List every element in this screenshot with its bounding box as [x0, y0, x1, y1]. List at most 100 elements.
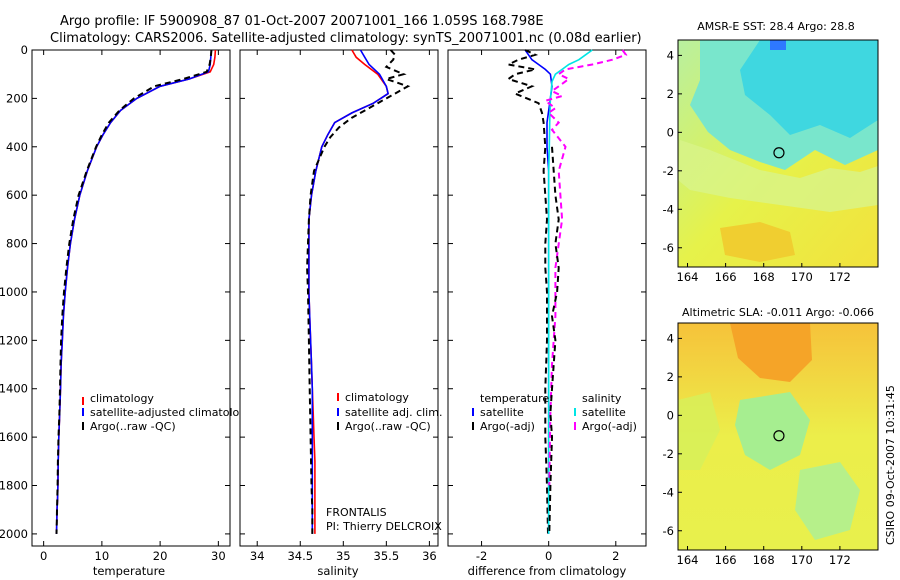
- timestamp-stamp: CSIRO 09-Oct-2007 10:31:45: [884, 385, 897, 545]
- temperature-xlabel: temperature: [93, 564, 165, 578]
- map-y-tick-label: 0: [667, 125, 674, 139]
- depth-axis: 0 200 400 600 800 1000 1200 1400 1600 1800 2000: [0, 43, 230, 541]
- sst-land-block: [770, 40, 786, 50]
- x-tick-label: -2: [476, 549, 487, 563]
- x-tick-label: 10: [95, 549, 110, 563]
- legend-argo-label: Argo(..raw -QC): [90, 420, 176, 433]
- y-tick-label: 800: [6, 237, 28, 251]
- map-y-tick-label: 2: [667, 370, 674, 384]
- salinity-axes-frame: [239, 49, 439, 547]
- difference-legend: temperature satellite Argo(-adj) salinit…: [472, 392, 637, 433]
- map-y-tick-label: -2: [663, 164, 674, 178]
- difference-panel: -2 0 2 difference from climatology tempera…: [447, 49, 647, 578]
- sst-cold-core: [740, 40, 878, 138]
- legend-sal-satellite-label: satellite: [582, 406, 626, 419]
- map-x-tick-label: 168: [753, 553, 775, 567]
- y-tick-label: 1800: [0, 479, 28, 493]
- series-line-salinity-argo-adj-deep: [548, 146, 560, 534]
- map-y-tick-label: -4: [663, 485, 674, 499]
- y-tick-label: 1000: [0, 285, 28, 299]
- legend-temp-argo-label: Argo(-adj): [480, 420, 535, 433]
- pi-label: PI: Thierry DELCROIX: [326, 520, 442, 533]
- sla-map-panel: Altimetric SLA: -0.011 Argo: -0.066 164 1…: [663, 306, 879, 567]
- y-tick-label: 2000: [0, 527, 28, 541]
- legend-temp-satellite-label: satellite: [480, 406, 524, 419]
- map-x-tick-label: 168: [753, 270, 775, 284]
- sla-map-title: Altimetric SLA: -0.011 Argo: -0.066: [682, 306, 874, 319]
- sla-low-south: [795, 462, 860, 540]
- salinity-legend: climatology satellite adj. clim. Argo(..…: [337, 391, 442, 433]
- series-line-salinity-satellite: [547, 49, 593, 534]
- map-y-tick-label: 4: [667, 48, 674, 62]
- salinity-x-axis: 34 34.5 35 35.5 36: [250, 50, 437, 563]
- sla-high-patch: [730, 323, 812, 382]
- temperature-legend: climatology satellite-adjusted climatolo…: [82, 392, 253, 433]
- difference-xlabel: difference from climatology: [468, 564, 627, 578]
- difference-lines: [505, 49, 628, 534]
- map-x-tick-label: 164: [677, 270, 699, 284]
- map-y-tick-label: 4: [667, 331, 674, 345]
- y-tick-label: 0: [21, 43, 28, 57]
- map-x-tick-label: 172: [829, 553, 851, 567]
- y-tick-label: 400: [6, 140, 28, 154]
- legend-climatology-label: climatology: [90, 392, 154, 405]
- y-tick-label: 1200: [0, 333, 28, 347]
- x-tick-label: 35.5: [374, 549, 400, 563]
- x-tick-label: 0: [40, 549, 47, 563]
- y-tick-label: 1400: [0, 382, 28, 396]
- x-tick-label: 0: [545, 549, 552, 563]
- legend-sal-argo-label: Argo(-adj): [582, 420, 637, 433]
- x-tick-label: 34: [250, 549, 265, 563]
- sst-heatmap: [678, 40, 878, 267]
- sla-heatmap: [678, 323, 878, 550]
- series-line-satellite-adjusted-climatology: [55, 49, 213, 534]
- x-tick-label: 30: [211, 549, 226, 563]
- sst-map-frame: [677, 39, 879, 268]
- header-line2: Climatology: CARS2006. Satellite-adjuste…: [50, 31, 642, 46]
- legend-salinity-heading: salinity: [582, 392, 622, 405]
- map-x-tick-label: 166: [715, 553, 737, 567]
- map-x-tick-label: 172: [829, 270, 851, 284]
- map-y-tick-label: -6: [663, 524, 674, 538]
- map-y-tick-label: -6: [663, 241, 674, 255]
- sst-mid-band: [678, 140, 878, 212]
- sla-mid-west: [678, 392, 720, 470]
- legend-argo-label: Argo(..raw -QC): [345, 420, 431, 433]
- legend-temperature-heading: temperature: [480, 392, 549, 405]
- series-line-argo-raw-qc: [55, 49, 213, 534]
- map-y-tick-label: 0: [667, 408, 674, 422]
- map-y-tick-label: 2: [667, 87, 674, 101]
- map-x-tick-label: 170: [791, 270, 813, 284]
- map-x-tick-label: 166: [715, 270, 737, 284]
- series-line-argo-raw-qc: [306, 49, 411, 534]
- series-line-salinity-argo-adj: [543, 49, 628, 486]
- temperature-axes-frame: [31, 49, 231, 547]
- x-tick-label: 36: [422, 549, 437, 563]
- x-tick-label: 20: [153, 549, 168, 563]
- sst-argo-location: [773, 147, 785, 159]
- sst-warm-patch: [720, 222, 795, 262]
- sla-map-frame: [677, 322, 879, 551]
- map-x-tick-label: 164: [677, 553, 699, 567]
- argo-location-circle: [773, 147, 785, 159]
- map-y-tick-label: -4: [663, 202, 674, 216]
- sla-low-tongue: [735, 392, 810, 470]
- sla-map-axes: 164 166 168 170 172 4 2 0 -2 -4 -6: [663, 331, 851, 567]
- sst-map-panel: AMSR-E SST: 28.4 Argo: 28.8 164 166 168 170…: [663, 20, 879, 284]
- y-tick-label: 600: [6, 188, 28, 202]
- salinity-xlabel: salinity: [317, 564, 358, 578]
- x-tick-label: 2: [612, 549, 619, 563]
- legend-satellite-label: satellite adj. clim.: [345, 406, 442, 419]
- temperature-x-axis: 0 10 20 30: [40, 50, 226, 563]
- salinity-panel: 34 34.5 35 35.5 36 salinity climatology sate…: [239, 49, 442, 578]
- float-program-label: FRONTALIS: [326, 506, 387, 519]
- salinity-lines: [306, 49, 411, 534]
- difference-y-ticks: [448, 49, 646, 535]
- map-x-tick-label: 170: [791, 553, 813, 567]
- x-tick-label: 34.5: [287, 549, 313, 563]
- temperature-panel: 0 200 400 600 800 1000 1200 1400 1600 1800 2000 0 1…: [0, 43, 253, 578]
- salinity-y-ticks: [240, 49, 438, 535]
- sla-argo-location: [773, 430, 785, 442]
- map-y-tick-label: -2: [663, 447, 674, 461]
